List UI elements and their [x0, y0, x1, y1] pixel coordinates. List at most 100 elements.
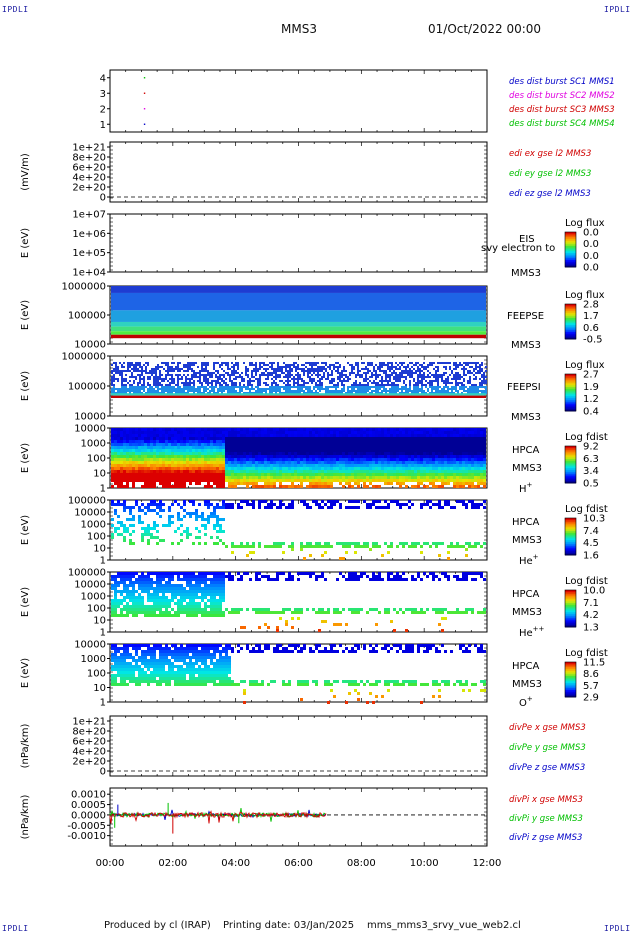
- hpca-h-pixel: [354, 446, 357, 449]
- feeps-i-pixel: [201, 392, 203, 394]
- hpca-h-pixel: [264, 431, 267, 434]
- feeps-i-pixel: [357, 384, 359, 386]
- feeps-i-pixel: [385, 378, 387, 380]
- feeps-i-pixel: [351, 386, 353, 388]
- hpca-h-pixel: [291, 485, 294, 488]
- feeps-i-pixel: [385, 364, 387, 366]
- feeps-i-pixel: [173, 382, 175, 384]
- hpca-h-pixel: [117, 434, 120, 437]
- feeps-i-pixel: [459, 374, 461, 376]
- feeps-i-pixel: [219, 382, 221, 384]
- feeps-i-pixel: [261, 388, 263, 390]
- hpca-h-pixel: [273, 461, 276, 464]
- hpca-h-pixel: [216, 455, 219, 458]
- hpca-h-pixel: [111, 461, 114, 464]
- hpca-h-pixel: [483, 446, 486, 449]
- feeps-i-pixel: [197, 392, 199, 394]
- feeps-i-pixel: [411, 392, 413, 394]
- hpca-h-pixel: [120, 440, 123, 443]
- feeps-i-pixel: [235, 370, 237, 372]
- feeps-i-pixel: [115, 370, 117, 372]
- hpca-h-pixel: [294, 455, 297, 458]
- hpca-h-pixel: [222, 461, 225, 464]
- feeps-i-pixel: [401, 374, 403, 376]
- hpca-h-pixel: [261, 455, 264, 458]
- feeps-i-pixel: [343, 378, 345, 380]
- hpca-h-pixel: [366, 461, 369, 464]
- hpca-h-pixel: [240, 473, 243, 476]
- hpca-h-pixel: [471, 428, 474, 431]
- hpca-h-pixel: [174, 434, 177, 437]
- feeps-i-pixel: [253, 368, 255, 370]
- hpca-h-pixel: [138, 431, 141, 434]
- hpca-h-pixel: [324, 485, 327, 488]
- feeps-i-pixel: [389, 366, 391, 368]
- feeps-i-pixel: [285, 370, 287, 372]
- hpca-h-pixel: [216, 473, 219, 476]
- hpca-h-pixel: [270, 440, 273, 443]
- hpca-h-pixel: [141, 443, 144, 446]
- feeps-i-pixel: [133, 364, 135, 366]
- feeps-i-pixel: [379, 364, 381, 366]
- hpca-h-pixel: [378, 470, 381, 473]
- hpca-h-pixel: [279, 482, 282, 485]
- hpca-h-pixel: [216, 443, 219, 446]
- hpca-h-pixel: [216, 479, 219, 482]
- feeps-i-pixel: [467, 364, 469, 366]
- hpca-h-pixel: [201, 440, 204, 443]
- feeps-i-pixel: [471, 390, 473, 392]
- feeps-i-pixel: [397, 388, 399, 390]
- hpca-h-pixel: [246, 455, 249, 458]
- feeps-i-pixel: [231, 392, 233, 394]
- hpca-h-pixel: [159, 464, 162, 467]
- hpca-h-pixel: [234, 458, 237, 461]
- feeps-i-pixel: [431, 374, 433, 376]
- hpca-h-pixel: [357, 476, 360, 479]
- feeps-i-pixel: [295, 386, 297, 388]
- hpca-h-pixel: [258, 476, 261, 479]
- feeps-i-pixel: [451, 370, 453, 372]
- feeps-i-pixel: [339, 366, 341, 368]
- feeps-i-pixel: [393, 384, 395, 386]
- hpca-h-pixel: [246, 437, 249, 440]
- hpca-h-pixel: [246, 470, 249, 473]
- hpca-h-pixel: [204, 431, 207, 434]
- hpca-h-pixel: [417, 440, 420, 443]
- feeps-i-pixel: [213, 390, 215, 392]
- feeps-i-pixel: [331, 392, 333, 394]
- feeps-i-pixel: [453, 362, 455, 364]
- hpca-h-pixel: [309, 461, 312, 464]
- feeps-i-pixel: [445, 380, 447, 382]
- hpca-h-pixel: [375, 479, 378, 482]
- feeps-i-pixel: [425, 386, 427, 388]
- feeps-i-pixel: [283, 372, 285, 374]
- hpca-h-pixel: [330, 476, 333, 479]
- hpca-h-pixel: [117, 479, 120, 482]
- feeps-i-pixel: [321, 384, 323, 386]
- hpca-h-pixel: [477, 431, 480, 434]
- feeps-i-pixel: [429, 362, 431, 364]
- hpca-h-pixel: [450, 455, 453, 458]
- hpca-h-pixel: [141, 458, 144, 461]
- hpca-h-pixel: [138, 455, 141, 458]
- feeps-i-pixel: [187, 382, 189, 384]
- hpca-h-pixel: [195, 437, 198, 440]
- feeps-i-pixel: [313, 364, 315, 366]
- hpca-h-pixel: [480, 464, 483, 467]
- feeps-i-pixel: [309, 388, 311, 390]
- hpca-h-pixel: [285, 485, 288, 488]
- feeps-i-pixel: [451, 392, 453, 394]
- hpca-h-pixel: [117, 443, 120, 446]
- hpca-h-pixel: [438, 446, 441, 449]
- hpca-h-pixel: [291, 458, 294, 461]
- hpca-h-pixel: [300, 431, 303, 434]
- feeps-i-pixel: [123, 390, 125, 392]
- feeps-i-pixel: [231, 366, 233, 368]
- hpca-h-colorbar-segment: [565, 473, 576, 477]
- feeps-i-pixel: [391, 362, 393, 364]
- hpca-h-pixel: [387, 467, 390, 470]
- hpca-h-pixel: [420, 455, 423, 458]
- feeps-i-colorbar-segment: [565, 388, 576, 392]
- feeps-i-pixel: [453, 374, 455, 376]
- hpca-h-pixel: [327, 434, 330, 437]
